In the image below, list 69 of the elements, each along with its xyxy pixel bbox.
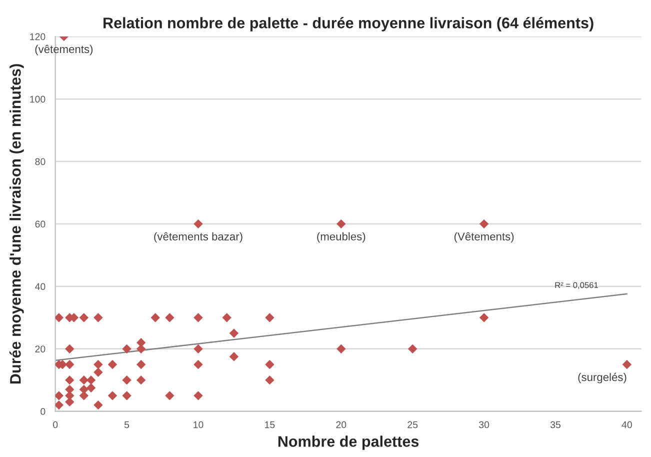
point bbox=[194, 360, 203, 370]
y-tick-label: 120 bbox=[30, 33, 46, 40]
point bbox=[194, 391, 203, 400]
y-tick-label: 20 bbox=[35, 346, 46, 352]
point bbox=[55, 391, 64, 400]
x-axis-title: Nombre de palettes bbox=[278, 436, 419, 450]
point bbox=[265, 313, 274, 322]
y-axis-title: Durée moyenne d'une livraison (en minutes) bbox=[9, 64, 24, 384]
point bbox=[229, 352, 239, 362]
x-tick-label: 40 bbox=[622, 421, 632, 428]
point bbox=[150, 313, 160, 322]
point bbox=[265, 375, 274, 385]
x-tick-label: 25 bbox=[408, 421, 418, 428]
point bbox=[194, 344, 203, 354]
point bbox=[194, 219, 203, 229]
chart-title: Relation nombre de palette - durée moyenne livraison (64 éléments) bbox=[104, 17, 594, 32]
point bbox=[229, 328, 239, 338]
annotation: (surgelés) bbox=[578, 372, 626, 384]
point bbox=[136, 360, 146, 370]
point bbox=[65, 344, 74, 354]
point bbox=[122, 344, 132, 354]
x-tick-label: 35 bbox=[550, 421, 560, 428]
y-tick-label: 100 bbox=[30, 96, 46, 103]
point bbox=[336, 344, 346, 354]
point bbox=[165, 313, 174, 322]
y-tick-label: 60 bbox=[35, 220, 46, 228]
point bbox=[65, 375, 74, 385]
point bbox=[55, 313, 64, 322]
annotation: R² = 0,0561 bbox=[555, 282, 598, 290]
point bbox=[86, 383, 96, 392]
point bbox=[94, 368, 103, 377]
y-tick-label: 0 bbox=[40, 408, 46, 415]
annotation: (vêtements) bbox=[35, 44, 93, 56]
x-tick-label: 0 bbox=[53, 421, 58, 428]
point bbox=[86, 375, 96, 385]
point bbox=[94, 313, 103, 322]
point bbox=[94, 360, 103, 370]
point bbox=[479, 219, 489, 229]
point bbox=[94, 400, 103, 410]
y-tick-label: 40 bbox=[35, 283, 46, 290]
x-tick-label: 30 bbox=[479, 421, 490, 428]
point bbox=[122, 391, 132, 400]
point bbox=[136, 375, 146, 385]
annotation: (vêtements bazar) bbox=[154, 232, 242, 243]
point bbox=[165, 391, 174, 400]
point bbox=[336, 219, 346, 229]
x-tick-label: 5 bbox=[124, 421, 130, 428]
point bbox=[79, 313, 89, 322]
point bbox=[194, 313, 203, 322]
point bbox=[622, 360, 632, 370]
x-tick-label: 15 bbox=[265, 421, 275, 428]
point bbox=[108, 391, 118, 400]
point bbox=[79, 391, 89, 400]
point bbox=[79, 375, 89, 385]
point bbox=[55, 400, 64, 410]
point bbox=[479, 313, 489, 322]
point bbox=[136, 338, 146, 348]
annotation: (Vêtements) bbox=[454, 232, 514, 243]
x-tick-label: 10 bbox=[194, 421, 204, 428]
y-tick-label: 80 bbox=[35, 158, 46, 166]
x-tick-label: 20 bbox=[336, 421, 346, 428]
point bbox=[222, 313, 232, 322]
point bbox=[65, 397, 74, 407]
point bbox=[108, 360, 118, 370]
point bbox=[408, 344, 418, 354]
point bbox=[265, 360, 274, 370]
point bbox=[65, 360, 74, 370]
point bbox=[122, 375, 132, 385]
annotation: (meubles) bbox=[317, 232, 366, 243]
